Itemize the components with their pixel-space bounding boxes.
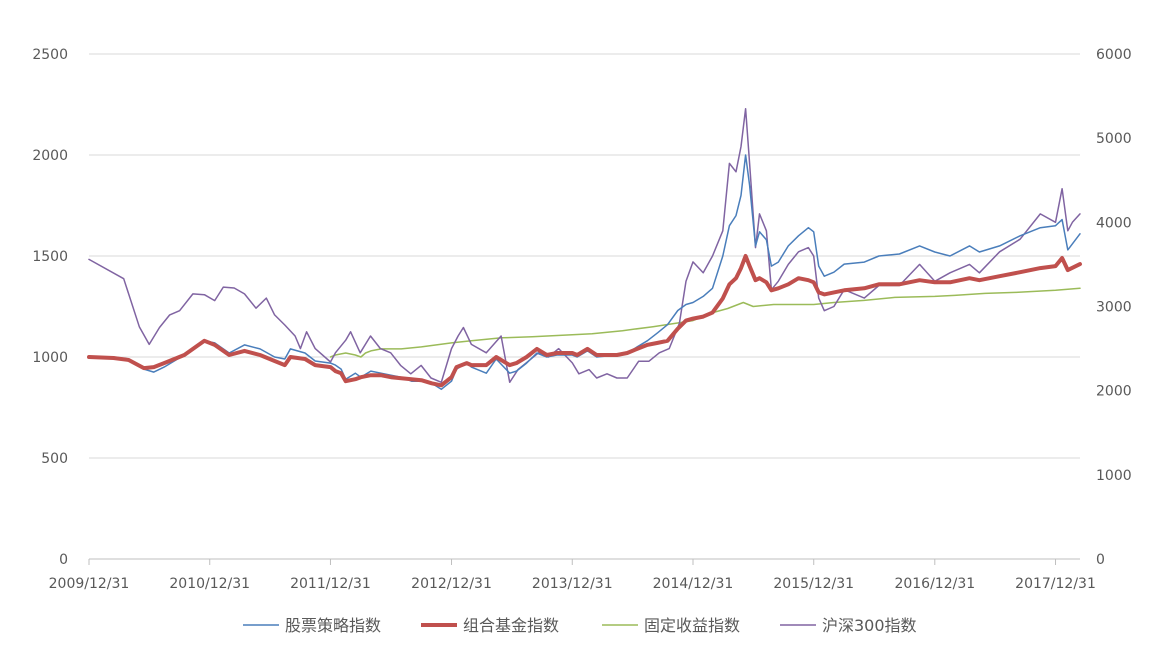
right-y-tick-label: 6000 — [1096, 47, 1132, 63]
x-tick-label: 2016/12/31 — [894, 576, 975, 592]
x-tick-label: 2014/12/31 — [653, 576, 734, 592]
gridlines — [89, 53, 1080, 459]
x-tick-label: 2011/12/31 — [290, 576, 371, 592]
legend: 股票策略指数 组合基金指数 固定收益指数 沪深300指数 — [243, 616, 917, 635]
legend-label: 固定收益指数 — [644, 616, 740, 635]
left-y-tick-label: 500 — [41, 451, 68, 467]
legend-label: 沪深300指数 — [822, 616, 917, 635]
right-y-axis-ticks: 0 1000 2000 3000 4000 5000 6000 — [1096, 47, 1132, 568]
left-y-tick-label: 0 — [59, 552, 68, 568]
x-tick-label: 2009/12/31 — [49, 576, 130, 592]
left-y-tick-label: 1500 — [32, 249, 68, 265]
series-fixed-income-index — [329, 287, 1081, 358]
right-y-tick-label: 0 — [1096, 552, 1105, 568]
legend-label: 组合基金指数 — [463, 616, 559, 635]
right-y-tick-label: 1000 — [1096, 468, 1132, 484]
series-combo-fund-index — [87, 254, 1082, 388]
x-tick-label: 2013/12/31 — [532, 576, 613, 592]
x-axis-ticks: 2009/12/31 2010/12/31 2011/12/31 2012/12/31… — [49, 559, 1096, 592]
x-tick-label: 2010/12/31 — [169, 576, 250, 592]
series-hs300-index — [88, 107, 1081, 384]
left-y-tick-label: 2500 — [32, 47, 68, 63]
left-y-axis-ticks: 0 500 1000 1500 2000 2500 — [32, 47, 68, 568]
left-y-tick-label: 2000 — [32, 148, 68, 164]
x-tick-label: 2017/12/31 — [1015, 576, 1096, 592]
right-y-tick-label: 3000 — [1096, 300, 1132, 316]
right-y-tick-label: 4000 — [1096, 215, 1132, 231]
right-y-tick-label: 2000 — [1096, 384, 1132, 400]
right-y-tick-label: 5000 — [1096, 131, 1132, 147]
x-tick-label: 2012/12/31 — [411, 576, 492, 592]
x-tick-label: 2015/12/31 — [773, 576, 854, 592]
legend-label: 股票策略指数 — [285, 616, 381, 635]
series-lines — [87, 107, 1082, 391]
left-y-tick-label: 1000 — [32, 350, 68, 366]
